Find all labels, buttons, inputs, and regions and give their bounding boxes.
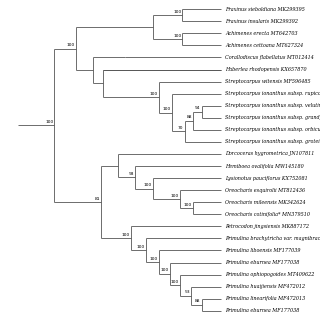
Text: Primulina ophiopogoides MT409622: Primulina ophiopogoides MT409622 bbox=[225, 272, 315, 277]
Text: 100: 100 bbox=[173, 10, 181, 14]
Text: 100: 100 bbox=[173, 34, 181, 38]
Text: Primulina liboensis MF177039: Primulina liboensis MF177039 bbox=[225, 248, 300, 253]
Text: 88: 88 bbox=[195, 299, 201, 303]
Text: Primulina huaijiensis MF472012: Primulina huaijiensis MF472012 bbox=[225, 284, 305, 289]
Text: Primulina eburnea MF177038: Primulina eburnea MF177038 bbox=[225, 260, 300, 265]
Text: Oreocharis esquirolii MT812436: Oreocharis esquirolii MT812436 bbox=[225, 188, 305, 193]
Text: 100: 100 bbox=[143, 183, 151, 187]
Text: Streptocarpus witensis MF596485: Streptocarpus witensis MF596485 bbox=[225, 79, 311, 84]
Text: Petrocodon jingsiensis MK887172: Petrocodon jingsiensis MK887172 bbox=[225, 224, 309, 229]
Text: 88: 88 bbox=[187, 115, 192, 119]
Text: 100: 100 bbox=[150, 257, 158, 261]
Text: 53: 53 bbox=[184, 290, 190, 294]
Text: 100: 100 bbox=[45, 120, 53, 124]
Text: 100: 100 bbox=[171, 280, 179, 284]
Text: 70: 70 bbox=[178, 126, 183, 130]
Text: Corallodiscus flabellatus MT012414: Corallodiscus flabellatus MT012414 bbox=[225, 55, 314, 60]
Text: 100: 100 bbox=[163, 107, 171, 111]
Text: 100: 100 bbox=[184, 203, 192, 207]
Text: Achimenes erecta MT642703: Achimenes erecta MT642703 bbox=[225, 31, 298, 36]
Text: 100: 100 bbox=[171, 194, 179, 198]
Text: Haberlea rhodopensis KX657870: Haberlea rhodopensis KX657870 bbox=[225, 67, 307, 72]
Text: 100: 100 bbox=[122, 233, 130, 237]
Text: 100: 100 bbox=[67, 44, 75, 47]
Text: 100: 100 bbox=[137, 245, 145, 249]
Text: 94: 94 bbox=[195, 106, 201, 110]
Text: Streptocarpus ionanthus subsp. orbicularis MN93547: Streptocarpus ionanthus subsp. orbicular… bbox=[225, 127, 320, 132]
Text: Streptocarpus ionanthus subsp. grotei MN935469: Streptocarpus ionanthus subsp. grotei MN… bbox=[225, 140, 320, 144]
Text: Lysionotus pauciflorus KX752081: Lysionotus pauciflorus KX752081 bbox=[225, 176, 308, 180]
Text: 100: 100 bbox=[160, 268, 169, 272]
Text: Primulina eburnea MF177038: Primulina eburnea MF177038 bbox=[225, 308, 300, 313]
Text: Streptocarpus ionanthus subsp. rupicola MN935473: Streptocarpus ionanthus subsp. rupicola … bbox=[225, 91, 320, 96]
Text: Oreocharis cotinifolia* MN379510: Oreocharis cotinifolia* MN379510 bbox=[225, 212, 310, 217]
Text: 100: 100 bbox=[150, 92, 158, 96]
Text: Streptocarpus ionanthus subsp. velutinus MN935472: Streptocarpus ionanthus subsp. velutinus… bbox=[225, 103, 320, 108]
Text: Achimenes cettoana MT627324: Achimenes cettoana MT627324 bbox=[225, 43, 303, 48]
Text: Dorcoceras hygrometrica JN107811: Dorcoceras hygrometrica JN107811 bbox=[225, 151, 315, 156]
Text: Primulina linearifolia MF472013: Primulina linearifolia MF472013 bbox=[225, 296, 305, 301]
Text: Oreocharis mileensis MK342624: Oreocharis mileensis MK342624 bbox=[225, 200, 306, 205]
Text: Fraxinus sieboldiana MK299395: Fraxinus sieboldiana MK299395 bbox=[225, 7, 305, 12]
Text: 81: 81 bbox=[95, 196, 100, 201]
Text: Primulina brachytricha var. magnibracteata MF17770: Primulina brachytricha var. magnibractea… bbox=[225, 236, 320, 241]
Text: Fraxinus insularis MK299392: Fraxinus insularis MK299392 bbox=[225, 19, 298, 24]
Text: 93: 93 bbox=[129, 172, 134, 176]
Text: Streptocarpus ionanthus subsp. grandfolius MN9354: Streptocarpus ionanthus subsp. grandfoli… bbox=[225, 115, 320, 120]
Text: Hemiboea ovalifolia MW145180: Hemiboea ovalifolia MW145180 bbox=[225, 164, 304, 169]
